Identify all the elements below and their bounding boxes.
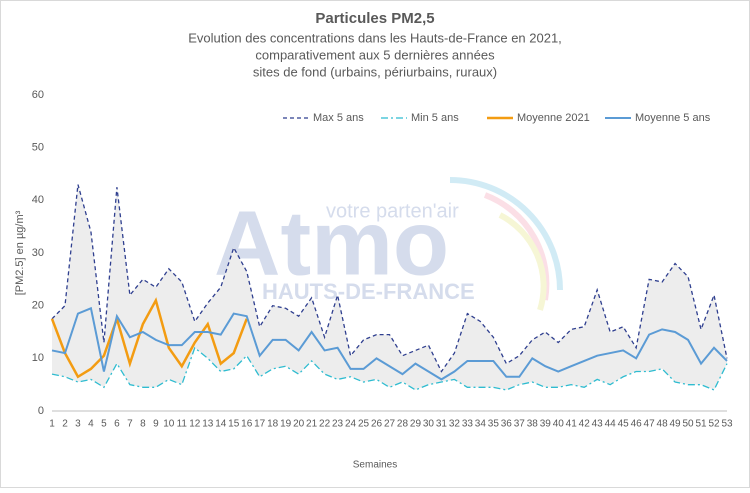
y-tick-label: 0 (38, 405, 44, 417)
x-tick-label: 47 (644, 419, 656, 430)
x-tick-label: 48 (657, 419, 669, 430)
x-axis-title: Semaines (353, 460, 397, 471)
y-tick-label: 10 (32, 352, 44, 364)
x-tick-label: 45 (618, 419, 630, 430)
legend-label: Moyenne 2021 (517, 112, 590, 124)
x-tick-label: 49 (670, 419, 682, 430)
y-axis-title: [PM2.5] en µg/m³ (14, 210, 26, 295)
x-tick-label: 32 (449, 419, 461, 430)
x-tick-label: 26 (371, 419, 383, 430)
x-tick-label: 34 (475, 419, 487, 430)
x-tick-label: 36 (501, 419, 513, 430)
x-tick-label: 6 (114, 419, 120, 430)
legend-label: Moyenne 5 ans (635, 112, 711, 124)
x-tick-label: 10 (163, 419, 175, 430)
x-tick-label: 9 (153, 419, 159, 430)
chart-subtitle: comparativement aux 5 dernières années (255, 47, 495, 62)
x-tick-label: 16 (241, 419, 253, 430)
watermark-region: HAUTS-DE-FRANCE (262, 279, 475, 304)
watermark-slogan: votre parten'air (326, 200, 459, 222)
watermark-arcs (449, 177, 563, 311)
x-tick-label: 18 (267, 419, 279, 430)
series-line (51, 306, 728, 381)
x-tick-label: 2 (62, 419, 68, 430)
x-tick-label: 35 (488, 419, 500, 430)
chart-subtitle: sites de fond (urbains, périurbains, rur… (253, 64, 497, 79)
y-tick-label: 20 (32, 300, 44, 312)
y-tick-label: 60 (32, 89, 44, 101)
x-tick-label: 15 (228, 419, 240, 430)
x-tick-label: 17 (254, 419, 266, 430)
x-tick-label: 11 (177, 419, 188, 430)
series-line (50, 297, 248, 379)
chart-subtitle: Evolution des concentrations dans les Ha… (188, 30, 562, 45)
x-tick-label: 5 (101, 419, 107, 430)
series-line (51, 184, 728, 373)
x-tick-label: 13 (202, 419, 214, 430)
x-tick-label: 33 (462, 419, 474, 430)
x-tick-label: 41 (566, 419, 578, 430)
x-tick-label: 44 (605, 419, 617, 430)
x-tick-label: 43 (592, 419, 604, 430)
x-tick-label: 19 (280, 419, 292, 430)
chart-title: Particules PM2,5 (315, 10, 434, 27)
x-tick-label: 24 (345, 419, 357, 430)
x-tick-label: 38 (527, 419, 539, 430)
x-tick-label: 22 (319, 419, 331, 430)
x-tick-label: 51 (695, 419, 707, 430)
y-tick-label: 50 (32, 142, 44, 154)
x-tick-label: 20 (293, 419, 305, 430)
x-tick-label: 40 (553, 419, 565, 430)
x-tick-label: 27 (384, 419, 396, 430)
x-tick-label: 39 (540, 419, 552, 430)
x-tick-label: 21 (306, 419, 318, 430)
x-tick-label: 23 (332, 419, 344, 430)
x-tick-label: 53 (721, 419, 733, 430)
x-tick-label: 3 (75, 419, 81, 430)
x-tick-label: 12 (189, 419, 201, 430)
x-tick-label: 30 (423, 419, 435, 430)
y-tick-label: 40 (32, 194, 44, 206)
watermark-logo: Atmo (214, 192, 449, 294)
x-tick-label: 4 (88, 419, 94, 430)
x-tick-label: 28 (397, 419, 409, 430)
legend-label: Min 5 ans (411, 112, 459, 124)
x-tick-label: 1 (49, 419, 55, 430)
x-tick-label: 29 (410, 419, 422, 430)
x-tick-label: 46 (631, 419, 643, 430)
legend-label: Max 5 ans (313, 112, 364, 124)
x-tick-label: 37 (514, 419, 526, 430)
y-tick-label: 30 (32, 247, 44, 259)
x-tick-label: 31 (436, 419, 448, 430)
x-tick-label: 42 (579, 419, 591, 430)
x-tick-label: 8 (140, 419, 146, 430)
range-band (52, 184, 727, 390)
x-tick-label: 7 (127, 419, 133, 430)
x-tick-label: 52 (708, 419, 720, 430)
x-tick-label: 14 (215, 419, 227, 430)
x-tick-label: 50 (682, 419, 694, 430)
x-tick-label: 25 (358, 419, 370, 430)
